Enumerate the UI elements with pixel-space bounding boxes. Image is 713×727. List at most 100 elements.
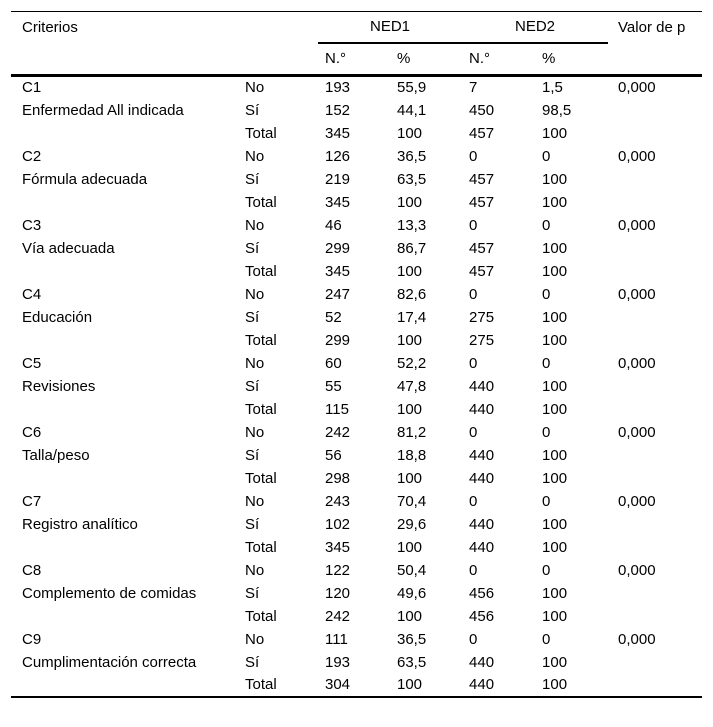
answer-label: Total [245,469,277,487]
ned2-pct-value: 100 [542,653,568,671]
criterion-name: Talla/peso [22,446,90,464]
ned2-pct-value: 100 [542,469,568,487]
ned1-pct-value: 13,3 [397,216,427,234]
ned2-n-value: 275 [469,331,495,349]
ned1-pct-value: 81,2 [397,423,427,441]
answer-label: No [245,423,265,441]
ned2-pct-value: 100 [542,308,568,326]
criterion-code: C4 [22,285,42,303]
ned2-pct-value: 100 [542,193,568,211]
ned2-n-value: 440 [469,515,495,533]
p-value-spacer [608,237,702,260]
table-row: Total 299 100 275 100 [11,329,702,352]
ned1-pct-value: 100 [397,400,423,418]
ned1-n-value: 299 [325,239,351,257]
ned1-n-value: 126 [325,147,351,165]
p-value-spacer [608,168,702,191]
ned1-n-value: 152 [325,101,351,119]
p-value-spacer [608,513,702,536]
p-value: 0,000 [618,79,656,97]
ned1-n-value: 243 [325,492,351,510]
ned2-pct-value: 100 [542,515,568,533]
criterion-spacer [11,398,238,421]
p-value: 0,000 [618,216,656,234]
table-row: C5 No 60 52,2 0 0 0,000 [11,352,702,375]
page: { "table": { "header": { "criterios": "C… [0,11,713,727]
criterion-code: C5 [22,354,42,372]
ned1-pct-value: 44,1 [397,101,427,119]
criterion-code: C9 [22,630,42,648]
table-row: Registro analítico Sí 102 29,6 440 100 [11,513,702,536]
ned1-n-value: 219 [325,170,351,188]
table-row: C9 No 111 36,5 0 0 0,000 [11,628,702,651]
ned1-n-value: 345 [325,193,351,211]
subheader-ned2-n: N.° [462,42,536,77]
ned1-n-value: 345 [325,538,351,556]
ned1-n-value: 193 [325,653,351,671]
table-row: Fórmula adecuada Sí 219 63,5 457 100 [11,168,702,191]
ned1-pct-value: 100 [397,124,423,142]
answer-label: Total [245,124,277,142]
header-criterios: Criterios [22,18,78,36]
ned2-pct-value: 100 [542,538,568,556]
ned1-pct-value: 70,4 [397,492,427,510]
criterion-spacer [11,260,238,283]
criterion-code: C1 [22,79,42,97]
criterion-code: C2 [22,147,42,165]
ned1-n-value: 55 [325,377,342,395]
answer-label: Sí [245,308,260,326]
ned2-pct-value: 100 [542,262,568,280]
criterion-name: Educación [22,308,93,326]
ned2-n-value: 7 [469,79,478,97]
ned1-pct-value: 36,5 [397,630,427,648]
ned1-n-value: 345 [325,124,351,142]
answer-label: Total [245,193,277,211]
ned2-pct-value: 100 [542,446,568,464]
ned2-n-value: 0 [469,354,478,372]
ned1-n-value: 304 [325,676,351,693]
criterion-name: Complemento de comidas [22,584,197,602]
ned2-n-value: 440 [469,377,495,395]
ned2-pct-value: 1,5 [542,79,563,97]
ned1-pct-value: 29,6 [397,515,427,533]
criterion-code: C6 [22,423,42,441]
subheader-spacer [238,42,318,77]
answer-label: Sí [245,446,260,464]
table-row: C4 No 247 82,6 0 0 0,000 [11,283,702,306]
table-row: C2 No 126 36,5 0 0 0,000 [11,145,702,168]
criterion-code: C7 [22,492,42,510]
ned1-n-value: 60 [325,354,342,372]
p-value-spacer [608,306,702,329]
ned2-pct-value: 100 [542,607,568,625]
subheader-spacer [608,42,703,77]
ned1-n-value: 120 [325,584,351,602]
ned1-pct-value: 63,5 [397,653,427,671]
ned1-n-value: 242 [325,423,351,441]
answer-label: Sí [245,515,260,533]
ned2-pct-value: 100 [542,584,568,602]
ned2-pct-value: 0 [542,561,551,579]
ned1-pct-value: 100 [397,331,423,349]
ned2-pct-value: 100 [542,676,568,693]
subheader-ned2-pct: % [535,42,609,77]
criterion-spacer [11,605,238,628]
ned1-pct-value: 55,9 [397,79,427,97]
p-value: 0,000 [618,630,656,648]
subheader-ned1-n: N.° [318,42,390,77]
p-value-spacer [608,122,702,145]
answer-label: No [245,354,265,372]
p-value: 0,000 [618,285,656,303]
header-ned1: NED1 [318,11,463,44]
ned2-n-value: 0 [469,216,478,234]
answer-label: No [245,147,265,165]
ned2-n-value: 457 [469,124,495,142]
ned2-pct-value: 100 [542,170,568,188]
ned2-n-value: 0 [469,147,478,165]
criterion-spacer [11,122,238,145]
table-row: Total 242 100 456 100 [11,605,702,628]
ned2-n-value: 0 [469,561,478,579]
ned1-pct-value: 36,5 [397,147,427,165]
ned2-n-value: 275 [469,308,495,326]
criterion-spacer [11,329,238,352]
p-value-spacer [608,651,702,674]
